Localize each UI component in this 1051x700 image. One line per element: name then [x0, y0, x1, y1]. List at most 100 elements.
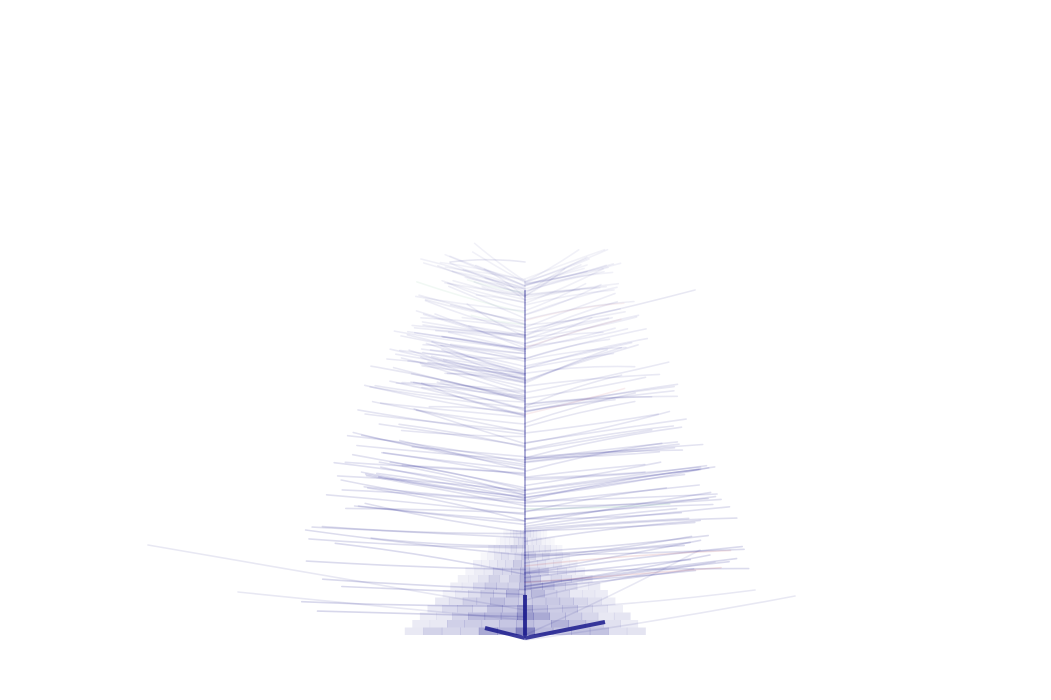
density-block	[537, 560, 546, 568]
density-block	[571, 627, 591, 635]
branch-line	[524, 328, 647, 360]
density-block	[522, 545, 529, 553]
branch-line	[524, 491, 712, 525]
branch-line	[524, 283, 602, 316]
branch-line	[321, 525, 526, 535]
density-block	[548, 552, 557, 560]
branch-line	[340, 479, 526, 510]
branch-line	[524, 262, 622, 285]
branch-line	[524, 497, 709, 512]
density-block	[457, 605, 473, 613]
branch-line	[431, 341, 526, 375]
branch-line	[442, 358, 526, 376]
density-block	[531, 537, 537, 545]
branch-line	[421, 365, 526, 379]
density-block	[478, 575, 490, 583]
density-block	[452, 612, 469, 620]
branch-line	[351, 453, 526, 489]
branch-line	[360, 471, 526, 499]
density-block	[603, 620, 621, 628]
branch-line	[442, 336, 526, 353]
branch-line	[410, 373, 526, 400]
branch-line	[524, 568, 695, 590]
branch-line	[462, 269, 526, 281]
branch-line	[524, 396, 653, 405]
density-block	[530, 530, 534, 538]
branch-line	[524, 487, 668, 513]
density-block	[516, 530, 521, 538]
branch-line	[379, 402, 526, 418]
density-block	[504, 537, 510, 545]
branch-line	[524, 449, 684, 459]
density-block	[472, 605, 488, 613]
density-block	[497, 560, 506, 568]
density-block	[533, 545, 540, 553]
branch-line	[421, 386, 526, 410]
branch-line	[336, 475, 526, 492]
branch-line	[524, 539, 702, 574]
density-block	[581, 612, 599, 620]
branch-line	[524, 498, 722, 507]
branch-line	[524, 461, 662, 487]
density-block	[613, 612, 631, 620]
trunk	[484, 290, 606, 640]
branch-line	[524, 318, 622, 349]
density-block	[462, 597, 478, 605]
branch-line	[423, 262, 526, 296]
density-block	[468, 612, 486, 620]
density-block	[499, 545, 506, 553]
density-block	[573, 597, 588, 605]
branch-line	[449, 258, 526, 263]
branch-line	[524, 387, 626, 416]
density-block	[457, 575, 469, 583]
density-block	[480, 590, 494, 598]
branch-line	[524, 289, 696, 331]
density-block	[488, 575, 500, 583]
branch-line	[524, 286, 618, 316]
density-block	[536, 530, 541, 538]
branch-line	[420, 382, 526, 417]
branch-line	[411, 446, 526, 458]
branch-line	[524, 567, 750, 574]
density-block	[531, 597, 547, 605]
density-block	[550, 575, 562, 583]
density-block	[533, 612, 550, 620]
branch-line	[449, 304, 526, 325]
density-block	[489, 560, 498, 568]
density-block	[496, 582, 509, 590]
density-block	[523, 530, 528, 538]
branch-line	[415, 409, 526, 433]
density-block	[607, 605, 623, 613]
branch-line	[441, 279, 526, 303]
branch-line	[524, 534, 709, 553]
branch-line	[364, 473, 526, 501]
density-block	[565, 612, 583, 620]
density-block	[620, 620, 639, 628]
density-block	[484, 582, 497, 590]
branch-line	[524, 292, 616, 329]
branch-line	[421, 321, 526, 338]
density-block	[556, 590, 570, 598]
branch-line	[524, 451, 661, 459]
density-block	[514, 552, 523, 560]
branch-line	[437, 264, 526, 294]
branch-line	[392, 366, 526, 402]
branch-line	[451, 270, 526, 289]
branch-line	[524, 248, 609, 284]
branch-line	[524, 316, 638, 339]
density-block	[587, 597, 602, 605]
density-block	[499, 620, 517, 628]
density-block	[474, 567, 485, 575]
branch-line	[524, 429, 653, 452]
branch-line	[524, 541, 691, 556]
branch-line	[419, 362, 526, 396]
density-block	[518, 537, 524, 545]
branch-line	[468, 325, 526, 336]
density-block	[531, 590, 545, 598]
density-block	[497, 627, 517, 635]
branch-line	[345, 507, 526, 514]
branch-line	[420, 356, 526, 392]
branch-line	[341, 489, 526, 504]
